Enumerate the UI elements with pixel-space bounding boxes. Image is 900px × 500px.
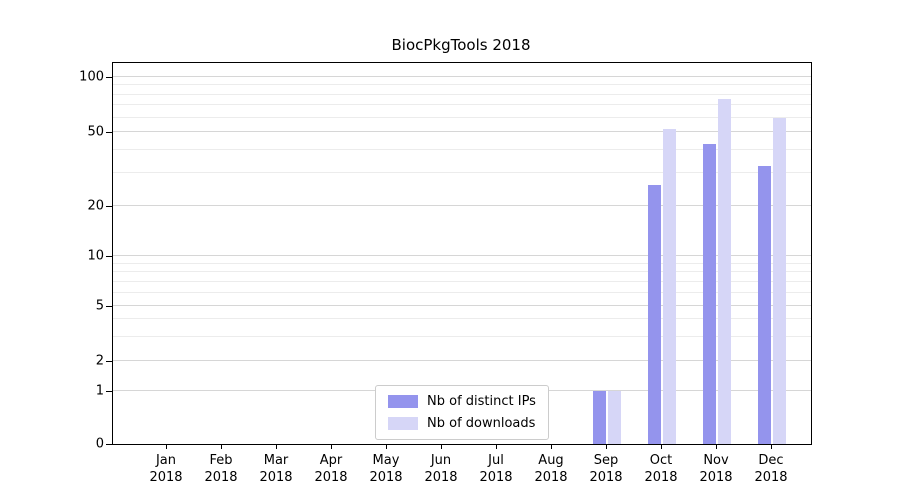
minor-gridline [113, 104, 811, 106]
legend-swatch-distinct-ips [388, 395, 418, 408]
y-tick-label: 5 [95, 298, 104, 314]
y-axis-tick-marks [106, 63, 112, 445]
x-tick-mark [221, 444, 222, 449]
x-tick-label: Apr 2018 [293, 452, 369, 486]
x-tick-mark [606, 444, 607, 449]
y-tick-mark [106, 306, 112, 307]
major-gridline [113, 131, 811, 132]
x-tick-year: 2018 [424, 470, 458, 485]
y-tick-label: 100 [79, 69, 104, 85]
x-tick-mark [276, 444, 277, 449]
bar-downloads [663, 128, 676, 444]
major-gridline [113, 76, 811, 77]
x-tick-label: Aug 2018 [513, 452, 589, 486]
x-tick-label: Oct 2018 [623, 452, 699, 486]
x-tick-year: 2018 [754, 470, 788, 485]
minor-gridline [113, 271, 811, 273]
bar-distinct-ips [648, 184, 661, 444]
x-tick-mark [331, 444, 332, 449]
legend: Nb of distinct IPs Nb of downloads [375, 385, 549, 440]
minor-gridline [113, 335, 811, 337]
x-tick-mark [551, 444, 552, 449]
x-tick-mark [661, 444, 662, 449]
bar-distinct-ips [758, 165, 771, 444]
minor-gridline [113, 149, 811, 151]
minor-gridline [113, 116, 811, 118]
x-tick-year: 2018 [314, 470, 348, 485]
x-tick-label: Nov 2018 [678, 452, 754, 486]
bars-layer [113, 63, 811, 444]
y-tick-mark [106, 256, 112, 257]
y-axis-tick-labels: 0 1 2 5 10 20 50 100 [0, 63, 104, 452]
x-tick-mark [771, 444, 772, 449]
minor-gridline [113, 172, 811, 174]
x-tick-mark [386, 444, 387, 449]
x-tick-label: Mar 2018 [238, 452, 314, 486]
x-tick-label: May 2018 [348, 452, 424, 486]
bar-distinct-ips [593, 391, 606, 444]
x-axis-tick-labels: Jan 2018 Feb 2018 Mar 2018 Apr 2018 May 2018 Jun 20… [112, 452, 810, 492]
x-tick-year: 2018 [149, 470, 183, 485]
minor-gridline [113, 318, 811, 320]
legend-entry-downloads: Nb of downloads [388, 416, 536, 431]
minor-gridline [113, 84, 811, 86]
x-tick-year: 2018 [699, 470, 733, 485]
major-gridline [113, 360, 811, 361]
y-tick-label: 2 [95, 353, 104, 369]
y-tick-label: 1 [95, 383, 104, 399]
y-tick-label: 10 [87, 248, 104, 264]
major-gridline [113, 205, 811, 206]
legend-label-downloads: Nb of downloads [427, 416, 536, 431]
x-tick-mark [166, 444, 167, 449]
y-tick-mark [106, 206, 112, 207]
y-tick-label: 50 [87, 124, 104, 140]
x-tick-label: Jun 2018 [403, 452, 479, 486]
bar-distinct-ips [703, 144, 716, 444]
x-tick-year: 2018 [644, 470, 678, 485]
x-tick-year: 2018 [369, 470, 403, 485]
bar-downloads [718, 98, 731, 444]
x-tick-label: Feb 2018 [183, 452, 259, 486]
bar-downloads [608, 391, 621, 444]
y-tick-label: 20 [87, 198, 104, 214]
legend-entry-distinct-ips: Nb of distinct IPs [388, 394, 536, 409]
bar-downloads [773, 117, 786, 444]
x-tick-year: 2018 [479, 470, 513, 485]
x-tick-year: 2018 [534, 470, 568, 485]
y-tick-mark [106, 391, 112, 392]
x-tick-label: Dec 2018 [733, 452, 809, 486]
y-tick-mark [106, 77, 112, 78]
plot-area: Nb of distinct IPs Nb of downloads [112, 62, 812, 445]
minor-gridline [113, 262, 811, 264]
x-tick-year: 2018 [589, 470, 623, 485]
major-gridline [113, 305, 811, 306]
x-tick-label: Jan 2018 [128, 452, 204, 486]
x-axis-tick-marks [112, 444, 810, 450]
major-gridline [113, 255, 811, 256]
x-tick-year: 2018 [259, 470, 293, 485]
y-tick-mark [106, 132, 112, 133]
y-tick-mark [106, 444, 112, 445]
x-tick-label: Jul 2018 [458, 452, 534, 486]
minor-gridline [113, 291, 811, 293]
y-tick-label: 0 [95, 436, 104, 452]
y-tick-mark [106, 361, 112, 362]
x-tick-mark [716, 444, 717, 449]
x-tick-label: Sep 2018 [568, 452, 644, 486]
legend-label-distinct-ips: Nb of distinct IPs [427, 394, 536, 409]
x-tick-mark [441, 444, 442, 449]
x-tick-year: 2018 [204, 470, 238, 485]
minor-gridline [113, 93, 811, 95]
minor-gridline [113, 280, 811, 282]
chart-title: BiocPkgTools 2018 [391, 36, 531, 54]
x-tick-mark [496, 444, 497, 449]
legend-swatch-downloads [388, 417, 418, 430]
